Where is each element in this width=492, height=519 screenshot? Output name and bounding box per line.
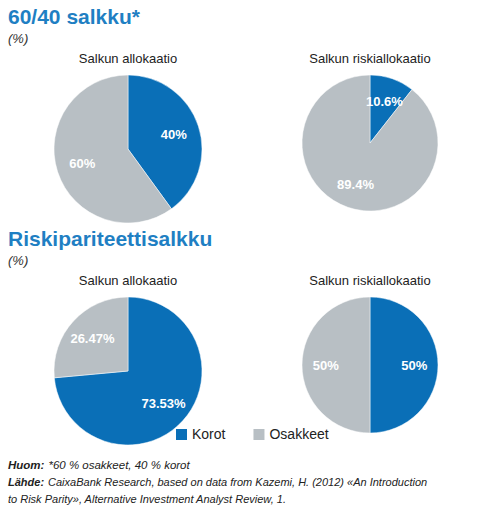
data-label: 73.53%	[141, 396, 186, 411]
data-labels: 40% 60%	[69, 127, 187, 172]
legend-item: Korot	[176, 426, 226, 442]
pie-slice	[54, 75, 171, 223]
source: Lähde: CaixaBank Research, based on data …	[8, 476, 427, 505]
data-label: 50%	[313, 358, 339, 373]
chart-page: 60/40 salkku* (%) Riskipariteettisalkku (%)…	[0, 0, 492, 519]
data-labels: 73.53% 26.47%	[70, 331, 186, 411]
pie-slice	[302, 297, 370, 433]
pie	[54, 75, 202, 223]
data-label: 26.47%	[70, 331, 115, 346]
pie-slice	[302, 75, 438, 211]
pie-slice	[54, 297, 202, 445]
pie-slice	[370, 297, 438, 433]
note-label: Huom:	[8, 459, 45, 471]
pie-slice	[54, 297, 128, 378]
section-title: 60/40 salkku*	[8, 5, 141, 28]
legend-label: Osakkeet	[269, 426, 328, 442]
data-labels: 10.6% 89.4%	[337, 94, 403, 193]
chart-title: Salkun allokaatio	[79, 273, 177, 288]
chart-title: Salkun riskiallokaatio	[309, 51, 430, 66]
source-label: Lähde:	[8, 476, 44, 488]
legend-label: Korot	[192, 426, 226, 442]
data-label: 40%	[161, 127, 187, 142]
data-label: 10.6%	[366, 94, 403, 109]
legend-item: Osakkeet	[253, 426, 328, 442]
data-label: 89.4%	[337, 177, 374, 192]
chart-title: Salkun allokaatio	[79, 51, 177, 66]
legend-swatch	[253, 429, 264, 440]
section-subtitle: (%)	[8, 31, 28, 46]
note: Huom:*60 % osakkeet, 40 % korot	[8, 459, 191, 471]
note-text: *60 % osakkeet, 40 % korot	[48, 459, 190, 471]
chart-title: Salkun riskiallokaatio	[309, 273, 430, 288]
legend-swatch	[176, 429, 187, 440]
data-label: 60%	[69, 156, 95, 171]
section-subtitle: (%)	[8, 253, 28, 268]
legend: Korot Osakkeet	[176, 426, 329, 442]
data-label: 50%	[401, 358, 427, 373]
section-title: Riskipariteettisalkku	[8, 227, 212, 250]
source-line: to Risk Parity», Alternative Investment …	[8, 493, 286, 505]
data-labels: 50% 50%	[313, 358, 428, 373]
pie	[302, 297, 438, 433]
pie	[54, 297, 202, 445]
pie	[302, 75, 438, 211]
source-line: CaixaBank Research, based on data from K…	[48, 476, 427, 488]
